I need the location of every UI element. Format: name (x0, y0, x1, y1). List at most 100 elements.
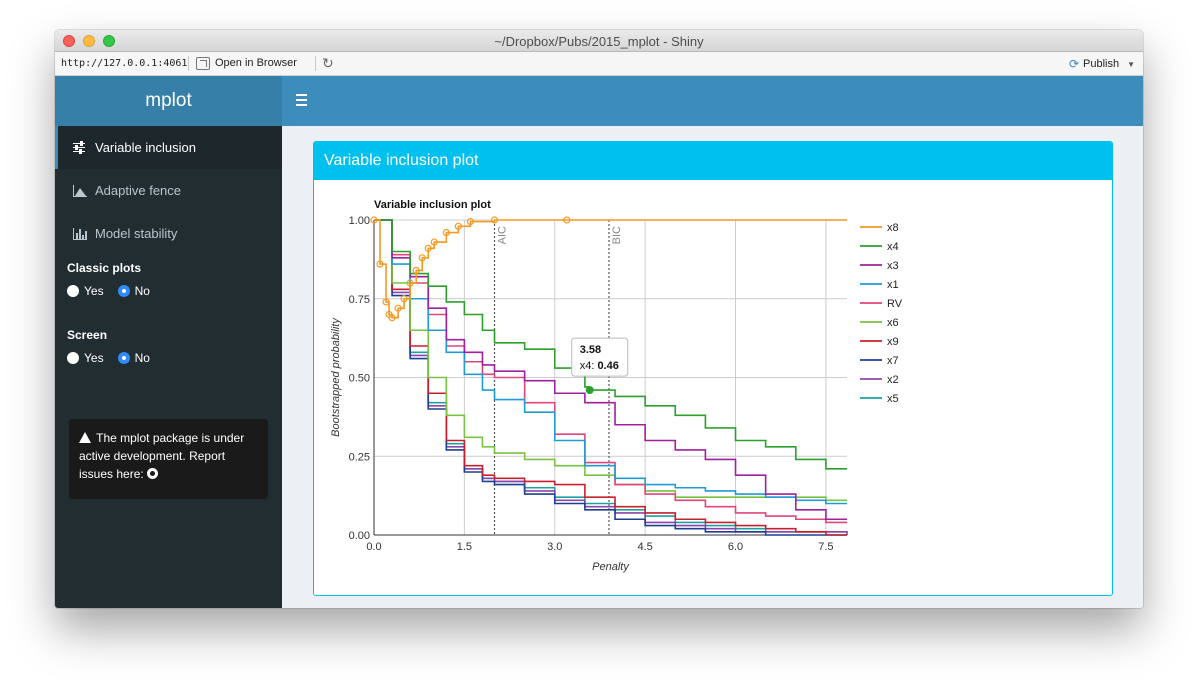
tooltip-series-value: x4: 0.46 (580, 360, 619, 372)
legend-label: x9 (887, 336, 899, 348)
open-in-browser-button[interactable]: Open in Browser (215, 57, 297, 69)
legend-label: x7 (887, 355, 899, 367)
sidebar-item-label: Adaptive fence (95, 183, 182, 198)
chevron-down-icon: ▼ (1127, 59, 1135, 69)
classic-plots-no-radio[interactable] (117, 285, 130, 297)
data-point (442, 228, 450, 237)
refresh-icon[interactable]: ↻ (322, 55, 334, 71)
data-point (388, 314, 396, 322)
reference-line-label: AIC (497, 226, 509, 244)
zoom-window-button[interactable] (103, 35, 115, 47)
window-title: ~/Dropbox/Pubs/2015_mplot - Shiny (494, 34, 704, 49)
data-point (466, 217, 475, 226)
close-window-button[interactable] (63, 35, 75, 47)
sliders-icon (73, 140, 87, 154)
legend-label: RV (887, 298, 903, 310)
screen-yes-radio[interactable] (67, 352, 79, 364)
legend-label: x5 (887, 393, 899, 405)
x-tick-label: 7.5 (818, 541, 833, 553)
sidebar-item-model-stability[interactable]: Model stability (55, 212, 282, 255)
data-point (370, 216, 378, 224)
legend-label: x1 (887, 279, 899, 291)
screen-no-radio[interactable] (117, 352, 130, 364)
x-tick-label: 3.0 (547, 541, 562, 553)
legend-label: x3 (887, 260, 899, 272)
screen-label: Screen (67, 328, 108, 342)
legend-label: x8 (887, 222, 899, 234)
y-tick-label: 1.00 (349, 215, 370, 227)
series-line-RV (374, 219, 847, 524)
legend-label: x6 (887, 317, 899, 329)
area-chart-icon (73, 184, 87, 197)
reference-line-label: BIC (611, 226, 623, 244)
sidebar-item-adaptive-fence[interactable]: Adaptive fence (55, 169, 282, 212)
legend-label: x2 (887, 374, 899, 386)
publish-label: Publish (1083, 58, 1120, 70)
variable-inclusion-chart[interactable]: 0.00 0.25 0.50 0.75 1.00 0.0 1.5 3.0 4.5 6.0 7.5 Va… (314, 180, 1113, 596)
url-text[interactable]: http://127.0.0.1:4061 (61, 58, 188, 69)
data-point (424, 244, 432, 252)
warning-icon (79, 432, 91, 443)
screen-radio-group: Yes No (55, 351, 282, 365)
x-tick-label: 1.5 (457, 541, 472, 553)
classic-plots-yes-radio[interactable] (67, 285, 79, 297)
series-line-x9 (374, 219, 847, 536)
publish-icon: ⟳ (1068, 57, 1079, 71)
minimize-window-button[interactable] (83, 35, 95, 47)
tooltip-point (585, 386, 594, 395)
x-tick-label: 0.0 (366, 541, 381, 553)
toolbar-divider (315, 56, 316, 71)
series-line-x3 (374, 219, 847, 521)
top-navbar (282, 76, 1143, 126)
classic-plots-label: Classic plots (67, 261, 142, 275)
y-tick-label: 0.75 (349, 294, 370, 306)
app-logo[interactable]: mplot (55, 76, 282, 126)
sidebar-item-label: Variable inclusion (95, 140, 196, 155)
plot-box: Variable inclusion plot 0.00 0.25 0.50 0.75… (313, 141, 1113, 596)
app-header: mplot (55, 76, 1143, 126)
notice-text: The mplot package is under active develo… (79, 431, 245, 481)
legend-label: x4 (887, 241, 899, 253)
box-title: Variable inclusion plot (314, 142, 1112, 180)
series-line-x6 (374, 219, 847, 502)
series-line-x1 (374, 219, 847, 505)
x-axis-label: Penalty (592, 561, 630, 573)
github-icon[interactable] (147, 468, 159, 479)
tooltip-value: 0.46 (597, 360, 618, 372)
y-tick-label: 0.00 (349, 530, 370, 542)
x-tick-label: 6.0 (728, 541, 743, 553)
radio-label: No (134, 284, 150, 298)
sidebar: Variable inclusion Adaptive fence Model … (55, 126, 282, 608)
sidebar-item-label: Model stability (95, 226, 178, 241)
radio-label: Yes (84, 284, 104, 298)
classic-plots-radio-group: Yes No (55, 284, 282, 298)
y-tick-label: 0.50 (349, 373, 370, 385)
sidebar-item-variable-inclusion[interactable]: Variable inclusion (55, 126, 282, 169)
data-point (406, 279, 414, 287)
x-tick-label: 4.5 (637, 541, 652, 553)
data-point (490, 216, 499, 224)
title-bar: ~/Dropbox/Pubs/2015_mplot - Shiny (55, 30, 1143, 52)
tooltip-box (571, 337, 629, 377)
publish-button[interactable]: ⟳ Publish ▼ (1069, 57, 1135, 71)
radio-label: Yes (84, 351, 104, 365)
data-point (394, 304, 402, 312)
app-window: ~/Dropbox/Pubs/2015_mplot - Shiny http:/… (55, 30, 1143, 608)
chart-container: 0.00 0.25 0.50 0.75 1.00 0.0 1.5 3.0 4.5 6.0 7.5 Va… (314, 180, 1113, 596)
development-notice: The mplot package is under active develo… (69, 419, 268, 499)
data-point (430, 238, 438, 246)
viewer-toolbar: http://127.0.0.1:4061 Open in Browser ↻ … (55, 52, 1143, 76)
main-content: Variable inclusion plot 0.00 0.25 0.50 0.75… (282, 126, 1143, 608)
y-axis-label: Bootstrapped probability (330, 317, 342, 437)
data-point (454, 222, 462, 230)
chart-title: Variable inclusion plot (374, 199, 491, 211)
sidebar-toggle-icon[interactable] (296, 94, 308, 106)
open-external-icon[interactable] (196, 57, 210, 70)
data-point (563, 216, 571, 224)
data-point (418, 254, 426, 262)
toolbar-divider (188, 56, 189, 71)
data-point (376, 260, 384, 268)
series-line-x8 (374, 219, 847, 319)
data-point (382, 298, 390, 306)
series-line-x4 (374, 219, 847, 470)
